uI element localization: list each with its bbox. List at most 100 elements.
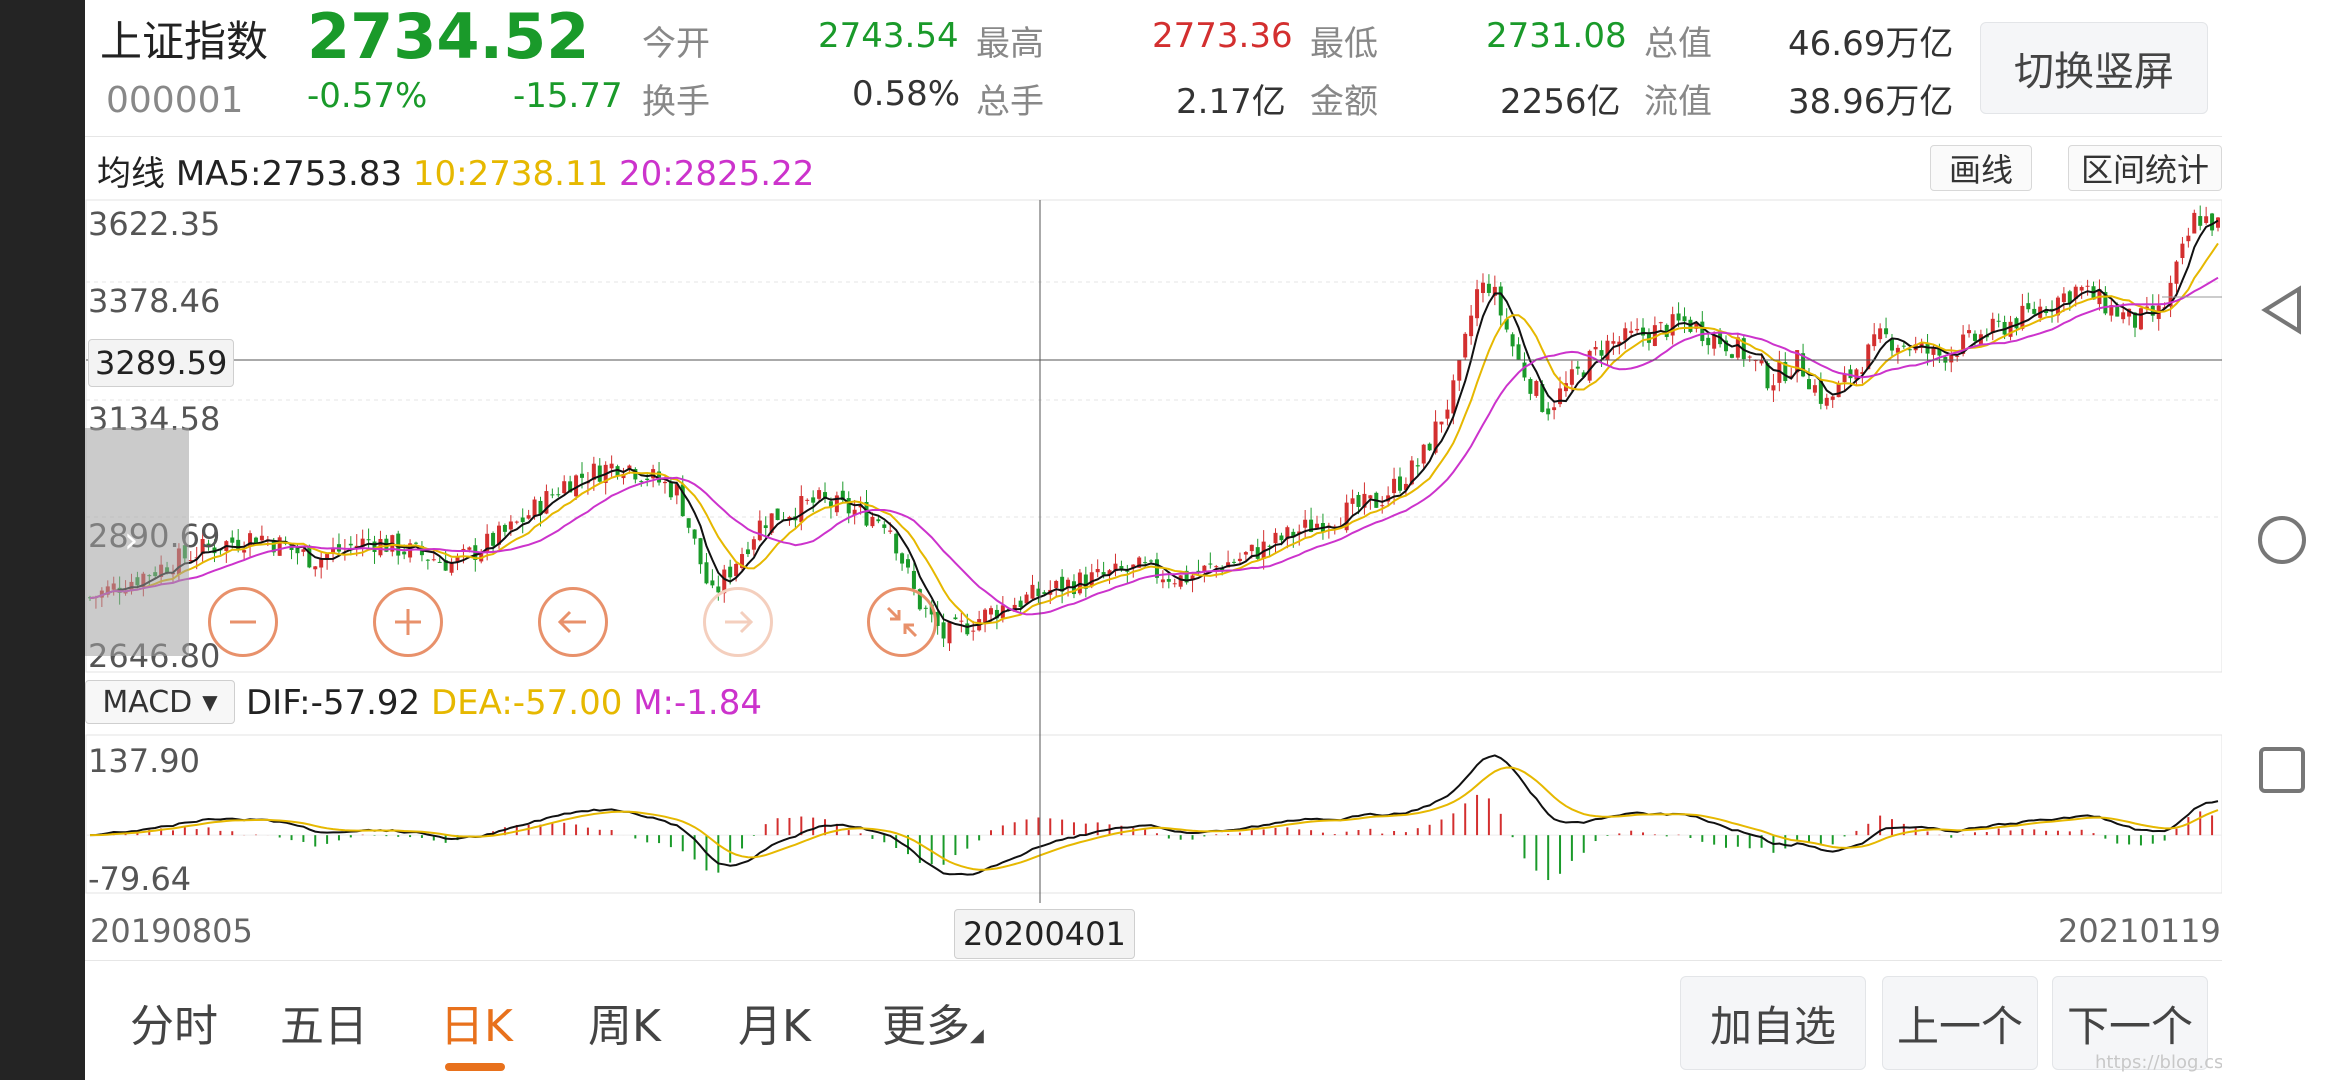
candle-body: [894, 533, 899, 554]
kline-ylabel-1: 3622.35: [88, 205, 221, 243]
candle-body: [2085, 285, 2090, 287]
tab-weekly-k[interactable]: 周K: [588, 1001, 661, 1052]
candle-body: [242, 550, 247, 553]
candle-body: [1522, 362, 1527, 378]
candle-body: [1054, 580, 1059, 589]
candle-body: [1154, 559, 1159, 578]
tab-daily-k[interactable]: 日K: [440, 1001, 513, 1052]
restore-zoom-button[interactable]: [867, 587, 937, 657]
macd-frame: [85, 734, 2223, 894]
candle-body: [1901, 345, 1906, 347]
candle-body: [437, 561, 442, 563]
candle-body: [1119, 566, 1124, 570]
tab-five-day[interactable]: 五日: [280, 1001, 368, 1052]
candle-body: [1486, 283, 1491, 293]
candle-body: [1818, 380, 1823, 404]
candle-body: [763, 525, 768, 529]
macd-ylabel-top: 137.90: [88, 742, 200, 780]
candle-body: [1889, 338, 1894, 351]
stat-label-total-value: 总值: [1644, 24, 1712, 64]
next-button[interactable]: 下一个: [2052, 976, 2208, 1070]
back-nav-button[interactable]: [2242, 270, 2322, 350]
recents-nav-button[interactable]: [2242, 730, 2322, 810]
candle-body: [348, 543, 353, 546]
candle-body: [331, 548, 336, 554]
candle-body: [1895, 347, 1900, 353]
candle-body: [609, 463, 614, 469]
stat-label-turnover: 换手: [642, 82, 710, 122]
candle-body: [692, 529, 697, 539]
candle-body: [2216, 217, 2220, 228]
arrow-right-icon: [725, 610, 754, 634]
candle-body: [1060, 576, 1065, 592]
candle-body: [947, 622, 952, 644]
stat-value-high: 2773.36: [1152, 16, 1293, 56]
candle-body: [1996, 320, 2001, 322]
candle-body: [1652, 325, 1657, 347]
candle-body: [1279, 535, 1284, 541]
stat-value-amount: 2256亿: [1500, 82, 1621, 122]
candle-body: [799, 496, 804, 523]
ma-legend-prefix: 均线: [97, 154, 165, 194]
candle-body: [2133, 312, 2138, 328]
candle-body: [769, 513, 774, 533]
ma-legend: 均线 MA5:2753.83 10:2738.11 20:2825.22: [97, 146, 814, 195]
ma10-line: [89, 242, 2219, 625]
candle-body: [639, 481, 644, 483]
candle-body: [840, 490, 845, 501]
switch-portrait-button[interactable]: 切换竖屏: [1980, 22, 2208, 114]
range-stats-button[interactable]: 区间统计: [2068, 145, 2222, 191]
move-left-button[interactable]: [538, 587, 608, 657]
candle-body: [906, 559, 911, 568]
candle-body: [277, 537, 282, 556]
indicator-selector[interactable]: MACD ▼: [85, 680, 235, 724]
candle-body: [787, 516, 792, 520]
candle-body: [1315, 523, 1320, 528]
zoom-in-button[interactable]: [373, 587, 443, 657]
zoom-out-button[interactable]: [208, 587, 278, 657]
candle-body: [194, 557, 199, 559]
plus-icon: [395, 609, 421, 635]
candle-body: [591, 463, 596, 480]
candle-body: [1226, 562, 1231, 568]
candle-body: [1403, 483, 1408, 490]
tab-intraday[interactable]: 分时: [130, 1001, 218, 1052]
candle-body: [900, 553, 905, 564]
candle-body: [1498, 286, 1503, 316]
candle-body: [1184, 570, 1189, 583]
home-nav-button[interactable]: [2242, 500, 2322, 580]
candle-body: [188, 560, 193, 562]
candle-body: [491, 532, 496, 546]
candle-body: [817, 490, 822, 499]
end-date-label: 20210119: [2058, 912, 2221, 950]
candle-body: [757, 520, 762, 541]
candle-body: [414, 542, 419, 544]
move-right-button[interactable]: [703, 587, 773, 657]
candle-body: [1967, 330, 1972, 334]
candle-body: [1243, 552, 1248, 555]
stat-value-volume: 2.17亿: [1176, 82, 1286, 122]
previous-button[interactable]: 上一个: [1882, 976, 2038, 1070]
candle-body: [455, 556, 460, 563]
candle-body: [1860, 372, 1865, 374]
candle-body: [1504, 319, 1509, 330]
candle-body: [1475, 289, 1480, 319]
draw-line-button[interactable]: 画线: [1930, 145, 2032, 191]
add-watchlist-button[interactable]: 加自选: [1680, 976, 1866, 1070]
scroll-left-handle[interactable]: [85, 428, 189, 656]
candle-body: [1706, 337, 1711, 346]
candle-body: [751, 539, 756, 550]
stat-label-open: 今开: [642, 24, 710, 64]
candle-body: [1795, 350, 1800, 373]
candle-body: [870, 516, 875, 527]
candle-body: [1083, 574, 1088, 589]
candle-body: [965, 623, 970, 635]
candle-body: [1149, 560, 1154, 562]
candle-body: [2067, 291, 2072, 304]
tab-monthly-k[interactable]: 月K: [738, 1001, 811, 1052]
tab-more[interactable]: 更多◢: [882, 990, 984, 1054]
candle-body: [1409, 460, 1414, 485]
candle-body: [657, 471, 662, 483]
candle-body: [971, 630, 976, 632]
